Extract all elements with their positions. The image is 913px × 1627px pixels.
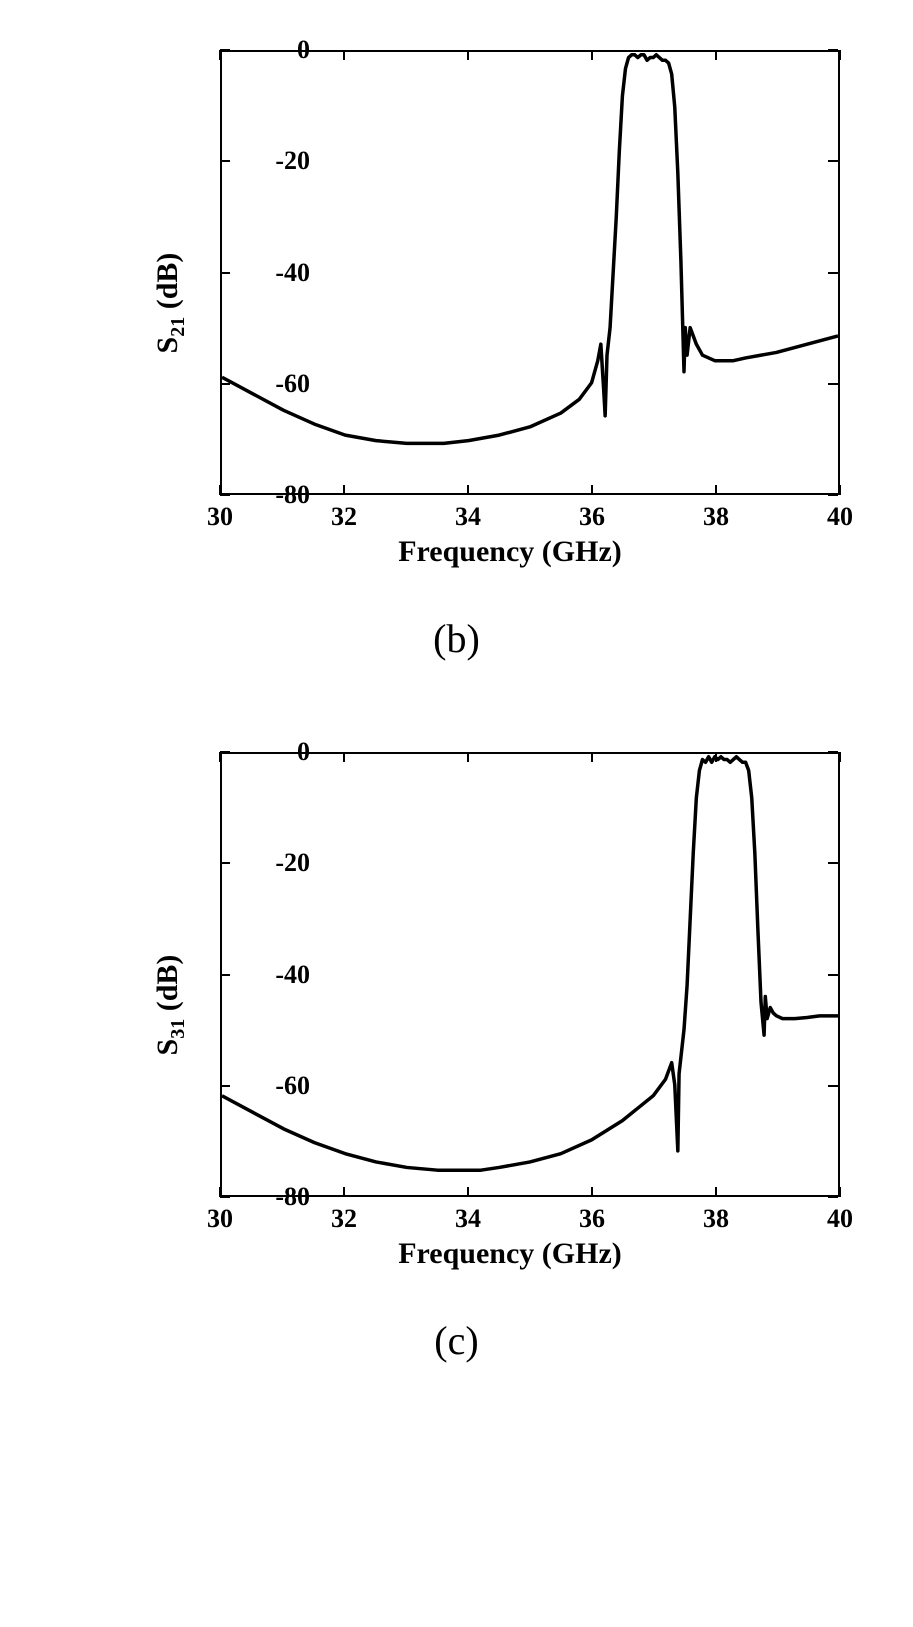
xtick-label: 30 (190, 1204, 250, 1234)
chart-c-plot-area (220, 752, 840, 1197)
chart-c-ylabel: S31 (dB) (151, 954, 190, 1055)
chart-b-frame: S21 (dB) Frequency (GHz) 0-20-40-60-8030… (150, 30, 870, 575)
chart-c-frame: S31 (dB) Frequency (GHz) 0-20-40-60-8030… (150, 732, 870, 1277)
chart-b-caption: (b) (40, 615, 873, 662)
ylabel-main: S (151, 1038, 184, 1055)
chart-b-ylabel: S21 (dB) (151, 252, 190, 353)
ylabel-unit: (dB) (151, 252, 184, 316)
xtick-label: 36 (562, 1204, 622, 1234)
ylabel-sub: 31 (167, 1018, 189, 1038)
xtick-label: 38 (686, 502, 746, 532)
xtick-label: 36 (562, 502, 622, 532)
chart-c-caption: (c) (40, 1317, 873, 1364)
xtick-label: 40 (810, 1204, 870, 1234)
chart-b-xlabel: Frequency (GHz) (398, 535, 622, 569)
chart-c-xlabel: Frequency (GHz) (398, 1237, 622, 1271)
chart-b-block: S21 (dB) Frequency (GHz) 0-20-40-60-8030… (40, 30, 873, 662)
xtick-label: 32 (314, 502, 374, 532)
chart-b-plot-area (220, 50, 840, 495)
ylabel-sub: 21 (167, 316, 189, 336)
xtick-label: 32 (314, 1204, 374, 1234)
chart-c-block: S31 (dB) Frequency (GHz) 0-20-40-60-8030… (40, 732, 873, 1364)
xtick-label: 30 (190, 502, 250, 532)
ylabel-unit: (dB) (151, 954, 184, 1018)
xtick-label: 40 (810, 502, 870, 532)
ylabel-main: S (151, 336, 184, 353)
xtick-label: 38 (686, 1204, 746, 1234)
xtick-label: 34 (438, 1204, 498, 1234)
xtick-label: 34 (438, 502, 498, 532)
page: S21 (dB) Frequency (GHz) 0-20-40-60-8030… (0, 0, 913, 1464)
